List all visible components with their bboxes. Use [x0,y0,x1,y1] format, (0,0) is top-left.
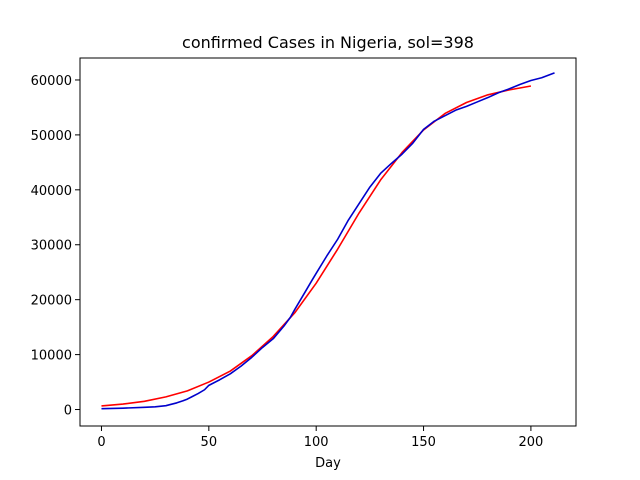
series-layer [101,72,555,410]
y-tick-label: 60000 [31,74,72,89]
series-line-1 [101,72,555,410]
x-axis: 0 50 100 150 200 [97,426,543,450]
y-tick-label: 30000 [31,239,72,254]
x-tick-label: 100 [304,435,329,450]
chart-title: confirmed Cases in Nigeria, sol=398 [182,33,474,52]
x-axis-label: Day [315,456,341,471]
x-tick-label: 50 [201,435,218,450]
y-axis: 0 10000 20000 30000 40000 50000 60000 [31,74,80,419]
x-tick-label: 200 [518,435,543,450]
x-tick-label: 0 [97,435,105,450]
y-tick-label: 10000 [31,349,72,364]
y-tick-label: 20000 [31,294,72,309]
series-line-0 [101,85,532,407]
y-tick-label: 0 [64,404,72,419]
y-tick-label: 40000 [31,184,72,199]
x-tick-label: 150 [411,435,436,450]
plot-frame [79,57,577,427]
y-tick-label: 50000 [31,129,72,144]
